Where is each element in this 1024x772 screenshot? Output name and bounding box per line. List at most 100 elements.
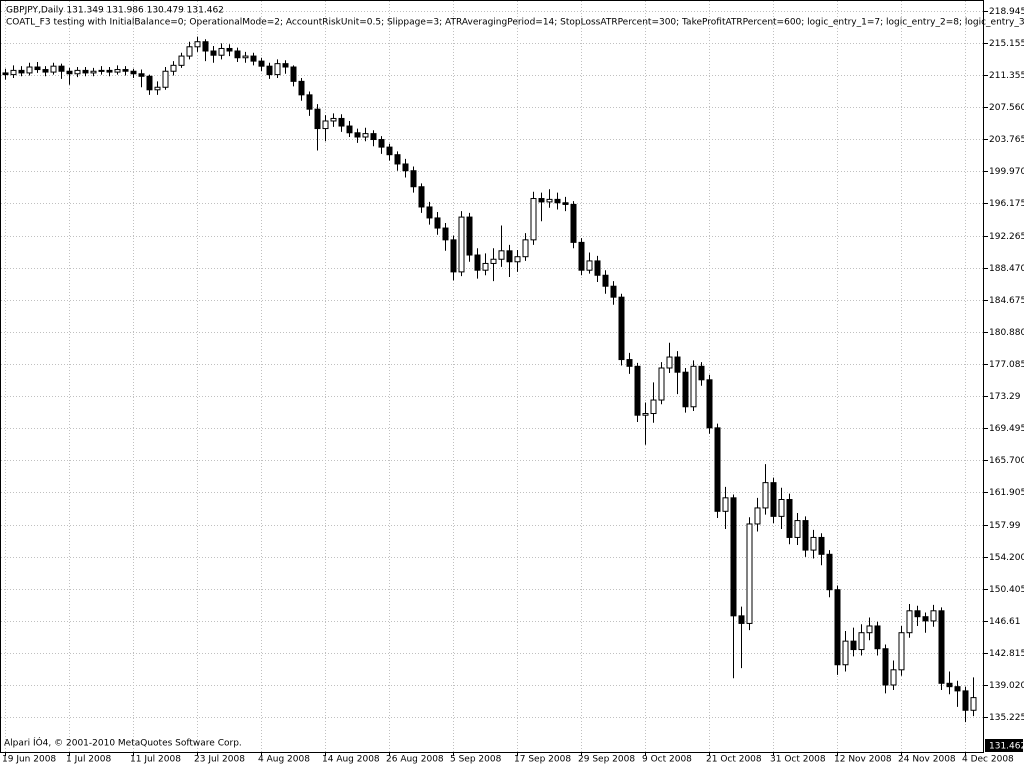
- candle-body: [378, 139, 385, 148]
- x-tick-label: 11 Jul 2008: [130, 755, 181, 765]
- candle-body: [810, 536, 817, 551]
- candle-body: [698, 365, 705, 381]
- y-tick-label: 196.175: [989, 199, 1024, 209]
- candle-body: [738, 615, 745, 624]
- y-tick-label: 135.225: [989, 713, 1024, 723]
- candle-body: [746, 523, 753, 624]
- candle-body: [98, 69, 105, 72]
- candle-body: [330, 117, 337, 122]
- candle-body: [2, 72, 9, 76]
- y-tick-label: 142.815: [989, 649, 1024, 659]
- candle-body: [410, 170, 417, 188]
- candle-body: [498, 250, 505, 260]
- candle-body: [346, 125, 353, 134]
- candle-body: [82, 69, 89, 74]
- candle-body: [506, 250, 513, 263]
- candle-body: [866, 625, 873, 634]
- y-tick-label: 211.355: [989, 71, 1024, 81]
- candle-body: [522, 239, 529, 258]
- candle-body: [818, 536, 825, 555]
- y-tick-label: 188.470: [989, 264, 1024, 274]
- candle-body: [730, 497, 737, 617]
- candle-body: [930, 610, 937, 622]
- candle-body: [554, 198, 561, 204]
- candle-body: [386, 146, 393, 156]
- y-tick-label: 184.675: [989, 296, 1024, 306]
- y-tick-label: 169.495: [989, 424, 1024, 434]
- x-tick-label: 19 Jun 2008: [2, 755, 56, 765]
- candle-body: [474, 254, 481, 271]
- candle-body: [842, 640, 849, 666]
- x-tick-label: 31 Oct 2008: [770, 755, 826, 765]
- y-tick-label: 207.560: [989, 103, 1024, 113]
- y-tick-label: 218.945: [989, 7, 1024, 17]
- candle-body: [194, 41, 201, 48]
- candle-body: [338, 117, 345, 127]
- candle-body: [282, 63, 289, 68]
- candle-body: [418, 186, 425, 208]
- x-tick-label: 23 Jul 2008: [194, 755, 245, 765]
- candle-body: [242, 55, 249, 59]
- candle-body: [722, 497, 729, 512]
- candle-body: [586, 260, 593, 271]
- candle-body: [850, 640, 857, 651]
- candle-body: [794, 520, 801, 538]
- candle-body: [874, 625, 881, 650]
- chart-title: GBPJPY,Daily 131.349 131.986 130.479 131…: [6, 6, 224, 16]
- y-tick-label: 199.970: [989, 167, 1024, 177]
- candle-body: [754, 507, 761, 525]
- candle-body: [922, 616, 929, 622]
- candle-body: [370, 133, 377, 141]
- candle-body: [186, 46, 193, 57]
- candle-body: [458, 216, 465, 273]
- candle-body: [466, 216, 473, 256]
- candle-body: [178, 55, 185, 66]
- chart-subtitle: COATL_F3 testing with InitialBalance=0; …: [6, 18, 1024, 28]
- candle-body: [298, 80, 305, 96]
- price-label-box: [985, 739, 1023, 752]
- y-tick-label: 139.020: [989, 681, 1024, 691]
- candle-body: [714, 427, 721, 512]
- candle-body: [354, 132, 361, 138]
- y-tick-label: 215.155: [989, 39, 1024, 49]
- candle-body: [778, 499, 785, 517]
- candle-body: [66, 70, 73, 75]
- candle-body: [170, 64, 177, 72]
- candle-body: [250, 55, 257, 62]
- y-tick-label: 203.765: [989, 135, 1024, 145]
- candle-body: [154, 86, 161, 91]
- x-tick-label: 21 Oct 2008: [706, 755, 762, 765]
- candle-body: [258, 60, 265, 67]
- candle-body: [482, 262, 489, 271]
- candle-body: [490, 258, 497, 264]
- candle-body: [202, 41, 209, 52]
- candle-body: [642, 413, 649, 416]
- candle-body: [90, 70, 97, 74]
- y-tick-label: 161.905: [989, 488, 1024, 498]
- candle-body: [970, 697, 977, 711]
- candle-body: [602, 274, 609, 287]
- candle-body: [434, 217, 441, 229]
- candle-body: [578, 241, 585, 271]
- candle-body: [42, 69, 49, 73]
- y-tick-label: 192.265: [989, 232, 1024, 242]
- candle-body: [898, 632, 905, 671]
- candle-body: [858, 632, 865, 651]
- candle-body: [34, 66, 41, 71]
- candle-body: [266, 65, 273, 76]
- candle-body: [890, 669, 897, 686]
- y-tick-label: 177.085: [989, 360, 1024, 370]
- candle-body: [162, 70, 169, 88]
- y-tick-label: 146.61: [989, 617, 1021, 627]
- candle-body: [362, 133, 369, 138]
- candle-body: [450, 239, 457, 273]
- candle-body: [530, 198, 537, 241]
- candle-body: [210, 50, 217, 56]
- plot-frame: [0, 0, 984, 753]
- candle-body: [834, 589, 841, 666]
- x-tick-label: 17 Sep 2008: [514, 755, 571, 765]
- candle-body: [74, 69, 81, 75]
- candle-body: [618, 296, 625, 361]
- candle-body: [514, 256, 521, 263]
